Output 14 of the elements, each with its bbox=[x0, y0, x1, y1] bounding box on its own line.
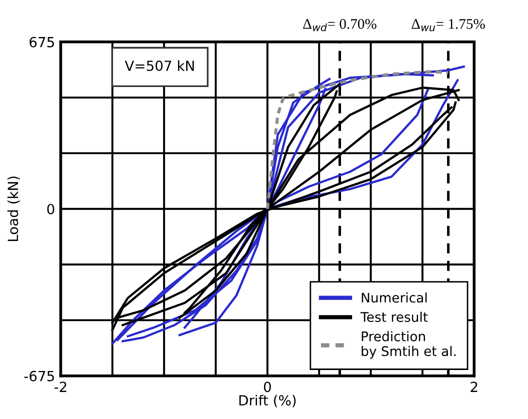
annotation: V=507 kN bbox=[124, 60, 194, 72]
legend-label: Prediction by Smtih et al. bbox=[362, 331, 456, 359]
legend-label: Numerical bbox=[362, 292, 427, 303]
x-tick-label: 2 bbox=[470, 382, 478, 392]
ref-line-label: Δ$_{wu}$= 1.75% bbox=[412, 19, 485, 32]
y-tick-label: 675 bbox=[30, 36, 54, 48]
legend-label: Test result bbox=[360, 312, 428, 322]
y-tick-label: 0 bbox=[47, 204, 54, 214]
ref-line-label: Δ$_{wd}$= 0.70% bbox=[303, 19, 376, 32]
y-tick-label: -675 bbox=[24, 370, 54, 382]
x-tick-label: 0 bbox=[264, 382, 271, 392]
x-tick-label: -2 bbox=[54, 382, 66, 392]
x-axis-title: Drift (%) bbox=[239, 394, 296, 408]
y-axis-title: Load (kN) bbox=[7, 176, 20, 242]
